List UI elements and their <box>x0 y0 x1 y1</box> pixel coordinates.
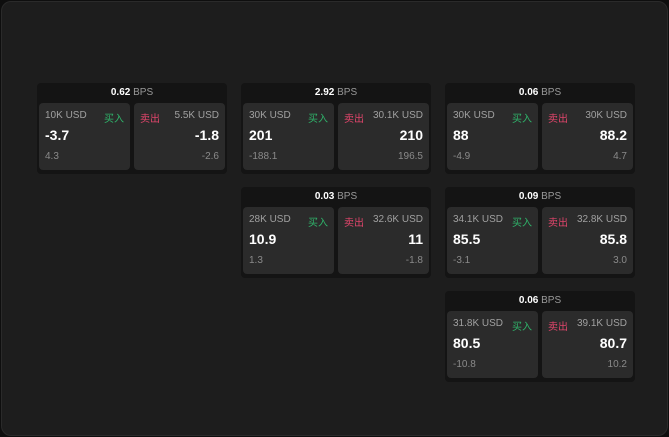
buy-label: 买入 <box>308 114 328 125</box>
spread-unit: BPS <box>337 87 358 98</box>
price-widget: 2.92 BPS 30K USD 买入 201 -188.1 卖出 30.1K US… <box>241 83 431 174</box>
spread-value: 2.92 <box>314 87 335 98</box>
buy-size: 31.8K USD <box>453 318 504 329</box>
spread-unit: BPS <box>337 191 358 202</box>
buy-card[interactable]: 34.1K USD 买入 85.5 -3.1 <box>447 207 538 274</box>
buy-change: 4.3 <box>45 151 59 162</box>
sell-price: 88.2 <box>599 127 627 143</box>
spread-header: 0.06 BPS <box>445 291 635 311</box>
sell-size: 5.5K USD <box>174 110 219 121</box>
buy-size: 10K USD <box>45 110 87 121</box>
sell-card[interactable]: 卖出 32.6K USD 11 -1.8 <box>338 207 429 274</box>
spread-value: 0.03 <box>314 191 335 202</box>
spread-unit: BPS <box>133 87 154 98</box>
sell-size: 32.6K USD <box>372 214 423 225</box>
buy-price: 85.5 <box>453 231 481 247</box>
spread-header: 0.09 BPS <box>445 187 635 207</box>
buy-card[interactable]: 30K USD 买入 201 -188.1 <box>243 103 334 170</box>
sell-label: 卖出 <box>548 322 568 333</box>
sell-card[interactable]: 卖出 5.5K USD -1.8 -2.6 <box>134 103 225 170</box>
spread-header: 2.92 BPS <box>241 83 431 103</box>
buy-price: 10.9 <box>249 231 277 247</box>
price-widget: 0.03 BPS 28K USD 买入 10.9 1.3 卖出 32.6K USD … <box>241 187 431 278</box>
buy-label: 买入 <box>512 114 532 125</box>
spread-header: 0.06 BPS <box>445 83 635 103</box>
price-widget: 0.06 BPS 30K USD 买入 88 -4.9 卖出 30K USD 88.… <box>445 83 635 174</box>
sell-change: 10.2 <box>607 359 627 370</box>
spread-unit: BPS <box>541 295 562 306</box>
buy-size: 28K USD <box>249 214 291 225</box>
sell-label: 卖出 <box>140 114 160 125</box>
buy-price: 88 <box>453 127 469 143</box>
buy-card[interactable]: 28K USD 买入 10.9 1.3 <box>243 207 334 274</box>
sell-card[interactable]: 卖出 30.1K USD 210 196.5 <box>338 103 429 170</box>
spread-value: 0.06 <box>518 295 539 306</box>
spread-value: 0.62 <box>110 87 131 98</box>
sell-price: 80.7 <box>599 335 627 351</box>
price-widget: 0.06 BPS 31.8K USD 买入 80.5 -10.8 卖出 39.1K … <box>445 291 635 382</box>
spread-header: 0.62 BPS <box>37 83 227 103</box>
spread-unit: BPS <box>541 191 562 202</box>
spread-unit: BPS <box>541 87 562 98</box>
sell-price: 11 <box>408 231 423 247</box>
price-widget: 0.62 BPS 10K USD 买入 -3.7 4.3 卖出 5.5K USD -… <box>37 83 227 174</box>
buy-change: -3.1 <box>453 255 471 266</box>
sell-size: 39.1K USD <box>576 318 627 329</box>
sell-price: -1.8 <box>194 127 219 143</box>
sell-card[interactable]: 卖出 30K USD 88.2 4.7 <box>542 103 633 170</box>
buy-change: 1.3 <box>249 255 263 266</box>
sell-label: 卖出 <box>344 114 364 125</box>
spread-value: 0.09 <box>518 191 539 202</box>
sell-price: 85.8 <box>599 231 627 247</box>
sell-size: 30.1K USD <box>372 110 423 121</box>
sell-size: 30K USD <box>585 110 627 121</box>
spread-value: 0.06 <box>518 87 539 98</box>
buy-label: 买入 <box>512 322 532 333</box>
buy-size: 34.1K USD <box>453 214 504 225</box>
price-widget: 0.09 BPS 34.1K USD 买入 85.5 -3.1 卖出 32.8K U… <box>445 187 635 278</box>
sell-card[interactable]: 卖出 32.8K USD 85.8 3.0 <box>542 207 633 274</box>
sell-label: 卖出 <box>548 114 568 125</box>
buy-price: 201 <box>249 127 273 143</box>
buy-change: -4.9 <box>453 151 471 162</box>
buy-card[interactable]: 30K USD 买入 88 -4.9 <box>447 103 538 170</box>
spread-header: 0.03 BPS <box>241 187 431 207</box>
buy-card[interactable]: 31.8K USD 买入 80.5 -10.8 <box>447 311 538 378</box>
sell-price: 210 <box>399 127 423 143</box>
sell-change: -2.6 <box>201 151 219 162</box>
buy-change: -10.8 <box>453 359 476 370</box>
buy-card[interactable]: 10K USD 买入 -3.7 4.3 <box>39 103 130 170</box>
buy-label: 买入 <box>104 114 124 125</box>
buy-price: -3.7 <box>45 127 70 143</box>
sell-card[interactable]: 卖出 39.1K USD 80.7 10.2 <box>542 311 633 378</box>
sell-label: 卖出 <box>548 218 568 229</box>
sell-change: 3.0 <box>613 255 627 266</box>
sell-change: 196.5 <box>397 151 423 162</box>
buy-size: 30K USD <box>249 110 291 121</box>
buy-change: -188.1 <box>249 151 278 162</box>
sell-size: 32.8K USD <box>576 214 627 225</box>
buy-label: 买入 <box>512 218 532 229</box>
sell-label: 卖出 <box>344 218 364 229</box>
buy-size: 30K USD <box>453 110 495 121</box>
buy-price: 80.5 <box>453 335 481 351</box>
sell-change: 4.7 <box>613 151 627 162</box>
buy-label: 买入 <box>308 218 328 229</box>
sell-change: -1.8 <box>405 255 423 266</box>
